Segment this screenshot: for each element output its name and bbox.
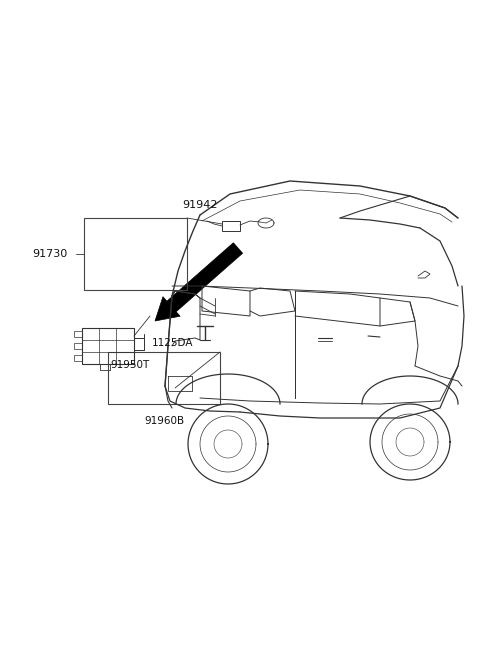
Bar: [82, 328, 134, 364]
Bar: [108, 352, 220, 404]
Text: 91730: 91730: [32, 249, 67, 259]
Bar: [74, 343, 82, 349]
Bar: [222, 221, 240, 231]
Bar: [84, 218, 187, 290]
Bar: [74, 331, 82, 337]
Text: 1125DA: 1125DA: [152, 338, 193, 348]
Text: 91942: 91942: [182, 200, 217, 210]
Text: 91950T: 91950T: [110, 360, 149, 370]
Polygon shape: [155, 243, 242, 321]
Text: 91960B: 91960B: [144, 416, 184, 426]
Bar: [74, 355, 82, 361]
